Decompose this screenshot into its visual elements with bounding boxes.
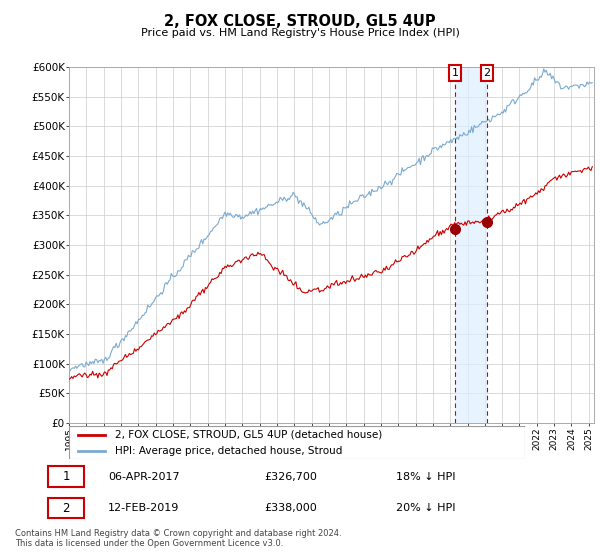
Text: Contains HM Land Registry data © Crown copyright and database right 2024.
This d: Contains HM Land Registry data © Crown c…: [15, 529, 341, 548]
Text: 2, FOX CLOSE, STROUD, GL5 4UP (detached house): 2, FOX CLOSE, STROUD, GL5 4UP (detached …: [115, 430, 382, 440]
Text: 1: 1: [451, 68, 458, 78]
Text: £338,000: £338,000: [264, 503, 317, 513]
Text: Price paid vs. HM Land Registry's House Price Index (HPI): Price paid vs. HM Land Registry's House …: [140, 28, 460, 38]
Text: 18% ↓ HPI: 18% ↓ HPI: [396, 472, 455, 482]
Bar: [48, 498, 84, 519]
Bar: [455, 67, 487, 423]
Text: 2: 2: [484, 68, 490, 78]
Text: 06-APR-2017: 06-APR-2017: [108, 472, 179, 482]
Bar: [48, 466, 84, 487]
Text: 12-FEB-2019: 12-FEB-2019: [108, 503, 179, 513]
Text: 2, FOX CLOSE, STROUD, GL5 4UP: 2, FOX CLOSE, STROUD, GL5 4UP: [164, 14, 436, 29]
Text: 1: 1: [62, 470, 70, 483]
Text: 20% ↓ HPI: 20% ↓ HPI: [396, 503, 455, 513]
Text: £326,700: £326,700: [264, 472, 317, 482]
Text: 2: 2: [62, 502, 70, 515]
Text: HPI: Average price, detached house, Stroud: HPI: Average price, detached house, Stro…: [115, 446, 342, 456]
